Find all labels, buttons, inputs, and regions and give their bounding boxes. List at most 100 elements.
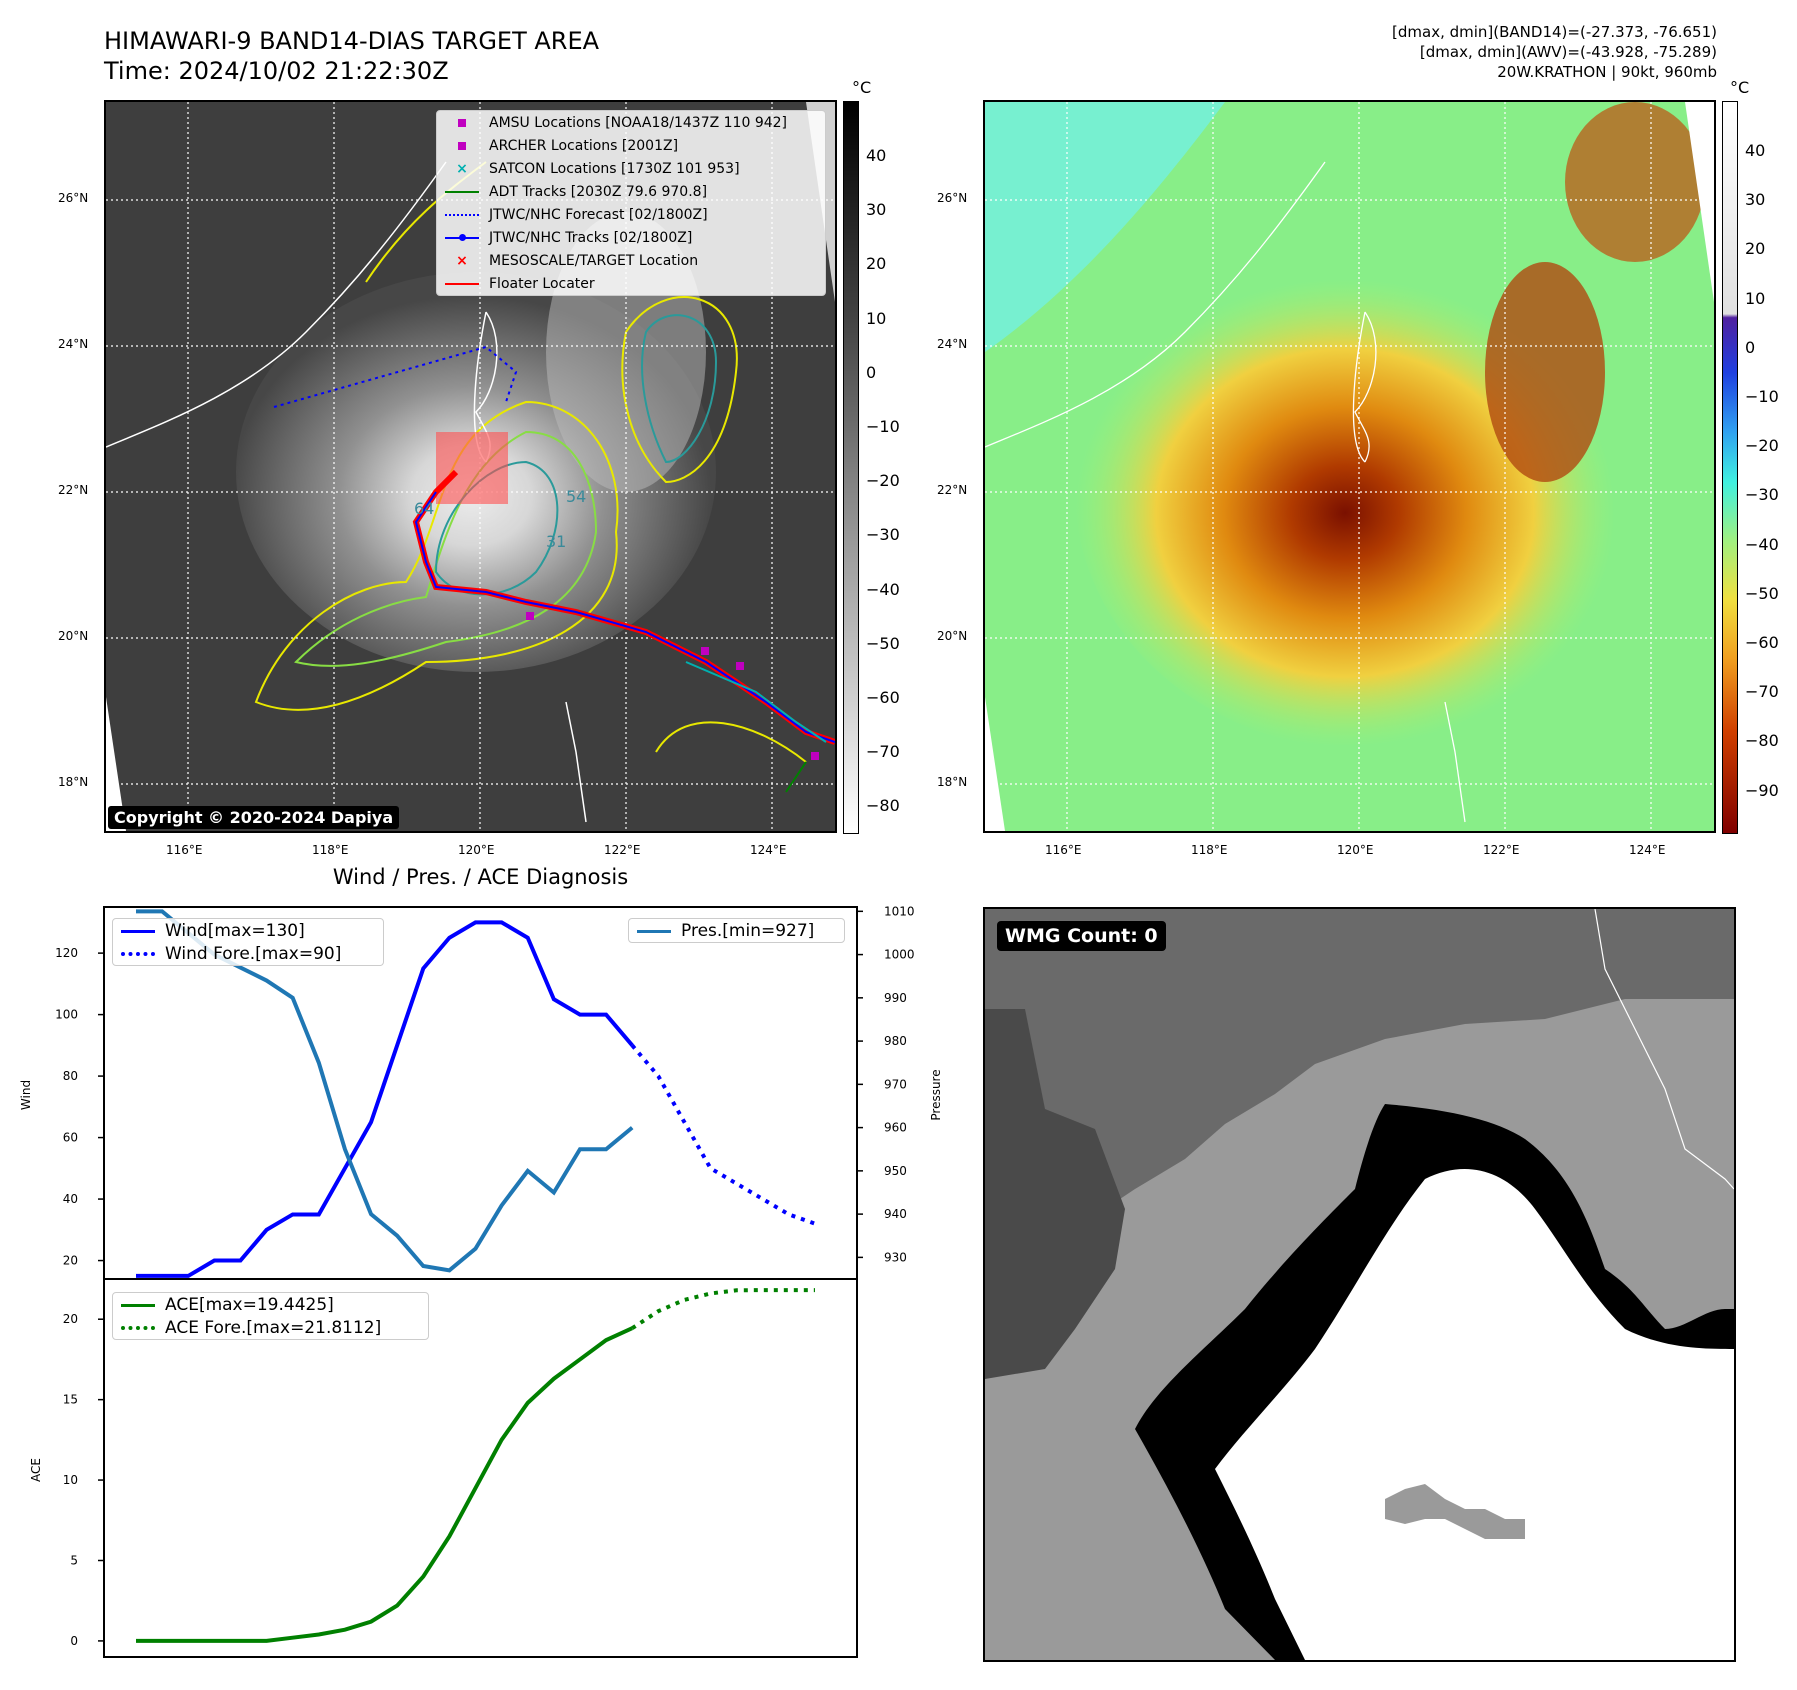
ace-tick-label: 20	[63, 1312, 78, 1326]
copyright-badge: Copyright © 2020-2024 Dapiya	[108, 806, 400, 829]
contour-label-31: 31	[546, 532, 566, 551]
x-marker-icon: ×	[456, 160, 468, 177]
ir-colorbar	[843, 101, 859, 834]
line-marker-icon	[121, 923, 155, 939]
legend-item-ace-forecast: ACE Fore.[max=21.8112]	[113, 1316, 428, 1339]
wind-series-line	[136, 920, 634, 1278]
wv-lat-label-18n: 18°N	[937, 775, 968, 789]
colorbar-tick-label: 10	[1745, 288, 1766, 308]
dotted-line-icon	[121, 1320, 155, 1336]
wv-lon-label-124e: 124°E	[1629, 843, 1666, 857]
colorbar-tick-label: 0	[866, 362, 877, 382]
colorbar-tick-label: −60	[1745, 633, 1779, 652]
wmg-count-badge: WMG Count: 0	[997, 921, 1166, 951]
diagnosis-chart-svg: 2040608010012093094095096097098099010001…	[19, 904, 943, 1658]
lat-label-18n: 18°N	[58, 775, 89, 789]
lon-label-116e: 116°E	[166, 843, 203, 857]
dotted-line-icon	[445, 207, 479, 223]
wind-forecast-line	[630, 1044, 816, 1226]
legend-item-mesoscale: × MESOSCALE/TARGET Location	[437, 249, 825, 272]
ace-series-line	[136, 1326, 634, 1643]
ace-tick-label: 0	[70, 1634, 78, 1648]
colorbar-tick-label: −60	[866, 688, 900, 707]
legend-item-adt: ADT Tracks [2030Z 79.6 970.8]	[437, 180, 825, 203]
dmax-awv: [dmax, dmin](AWV)=(-43.928, -75.289)	[1419, 43, 1717, 61]
legend-label: Pres.[min=927]	[681, 920, 815, 941]
ir-map-panel: 64 54 31 AMSU Locations [NOAA18/1437Z 11…	[104, 100, 837, 833]
lat-label-26n: 26°N	[58, 191, 89, 205]
lat-label-24n: 24°N	[58, 337, 89, 351]
lon-label-122e: 122°E	[604, 843, 641, 857]
colorbar-tick-label: −80	[866, 796, 900, 816]
colorbar-tick-label: −70	[866, 742, 900, 762]
storm-summary: 20W.KRATHON | 90kt, 960mb	[1497, 63, 1717, 81]
lon-label-118e: 118°E	[312, 843, 349, 857]
legend-item-amsu: AMSU Locations [NOAA18/1437Z 110 942]	[437, 111, 825, 134]
wind-tick-label: 100	[55, 1008, 78, 1022]
pressure-tick-label: 1000	[884, 948, 915, 962]
line-marker-icon	[445, 276, 479, 292]
wv-lat-label-24n: 24°N	[937, 337, 968, 351]
pressure-tick-label: 980	[884, 1034, 907, 1048]
legend-label: ACE Fore.[max=21.8112]	[165, 1317, 382, 1338]
ace-tick-label: 15	[63, 1393, 78, 1407]
colorbar-tick-label: 10	[866, 308, 887, 328]
wind-tick-label: 80	[63, 1069, 78, 1083]
legend-item-archer: ARCHER Locations [2001Z]	[437, 134, 825, 157]
colorbar-tick-label: 30	[866, 200, 887, 220]
colorbar-tick-label: −70	[1745, 682, 1779, 702]
contour-label-64: 64	[414, 499, 434, 518]
line-marker-icon	[121, 1297, 155, 1313]
dotted-line-icon	[121, 946, 155, 962]
wv-lat-label-22n: 22°N	[937, 483, 968, 497]
wmg-svg	[985, 909, 1734, 1660]
pressure-tick-label: 960	[884, 1121, 907, 1135]
wv-map-panel	[983, 100, 1716, 833]
wv-colorbar-unit: °C	[1730, 78, 1750, 97]
legend-label: Floater Locater	[489, 275, 595, 292]
colorbar-tick-label: −50	[1745, 583, 1779, 603]
colorbar-tick-label: −90	[1745, 780, 1779, 800]
wv-lon-label-118e: 118°E	[1191, 843, 1228, 857]
legend-label: JTWC/NHC Forecast [02/1800Z]	[489, 206, 708, 223]
lat-label-22n: 22°N	[58, 483, 89, 497]
colorbar-tick-label: −40	[1745, 534, 1779, 554]
pressure-tick-label: 970	[884, 1077, 907, 1091]
contour-label-54: 54	[566, 487, 586, 506]
wv-lon-label-122e: 122°E	[1483, 843, 1520, 857]
legend-item-satcon: × SATCON Locations [1730Z 101 953]	[437, 157, 825, 180]
colorbar-tick-label: −50	[866, 633, 900, 653]
wind-axis-label: Wind	[19, 1080, 33, 1110]
pressure-tick-label: 930	[884, 1250, 907, 1264]
ace-tick-label: 10	[63, 1473, 78, 1487]
square-marker-icon	[445, 138, 479, 154]
legend-label: AMSU Locations [NOAA18/1437Z 110 942]	[489, 114, 788, 131]
legend-item-floater: Floater Locater	[437, 272, 825, 295]
line-marker-icon	[445, 184, 479, 200]
dmax-band14: [dmax, dmin](BAND14)=(-27.373, -76.651)	[1392, 23, 1717, 41]
pressure-tick-label: 940	[884, 1207, 907, 1221]
ace-tick-label: 5	[70, 1553, 78, 1567]
colorbar-tick-label: −30	[1745, 485, 1779, 505]
legend-label: SATCON Locations [1730Z 101 953]	[489, 160, 740, 177]
x-marker-icon: ×	[456, 252, 468, 269]
legend-item-ace: ACE[max=19.4425]	[113, 1293, 428, 1316]
pressure-tick-label: 950	[884, 1164, 907, 1178]
wv-lat-label-26n: 26°N	[937, 191, 968, 205]
diagnosis-title: Wind / Pres. / ACE Diagnosis	[332, 865, 629, 889]
lon-label-120e: 120°E	[458, 843, 495, 857]
ace-axis-label: ACE	[29, 1458, 43, 1482]
wv-lat-label-20n: 20°N	[937, 629, 968, 643]
legend-label: ARCHER Locations [2001Z]	[489, 137, 679, 154]
legend-item-pressure: Pres.[min=927]	[629, 919, 844, 942]
pressure-legend: Pres.[min=927]	[628, 918, 845, 943]
wv-colorbar	[1722, 101, 1738, 834]
colorbar-tick-label: −40	[866, 579, 900, 599]
legend-label: Wind[max=130]	[165, 920, 305, 941]
ace-forecast-line	[631, 1288, 815, 1330]
colorbar-tick-label: 30	[1745, 190, 1766, 210]
pressure-axis-label: Pressure	[929, 1069, 943, 1120]
square-marker-icon	[445, 115, 479, 131]
wind-legend: Wind[max=130] Wind Fore.[max=90]	[112, 918, 384, 966]
chart-timestamp: Time: 2024/10/02 21:22:30Z	[104, 57, 449, 85]
